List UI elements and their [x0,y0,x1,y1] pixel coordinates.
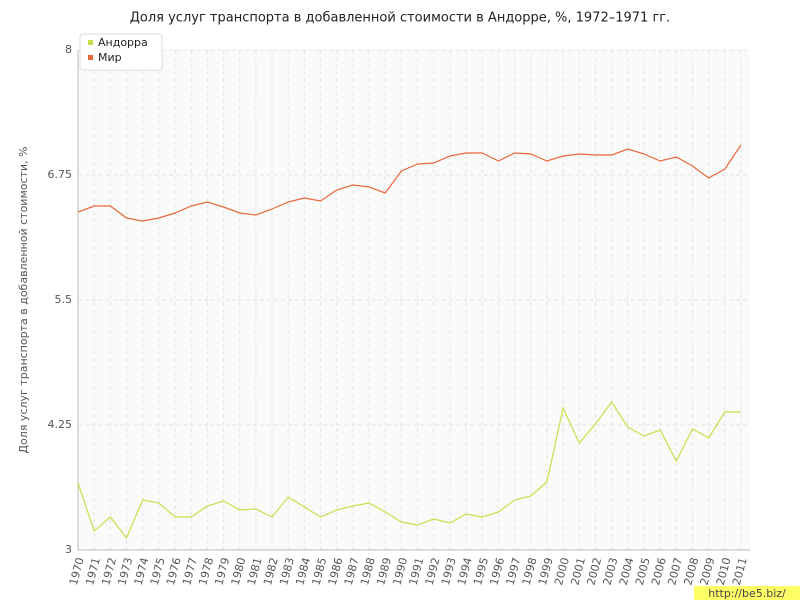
legend-label: Андорра [98,36,148,49]
legend: Андорра Мир [79,33,163,71]
watermark: http://be5.biz/ [708,587,786,600]
watermark-bg [694,586,800,600]
y-tick-label: 4.25 [48,418,73,431]
legend-swatch [88,55,93,60]
y-tick-label: 5.5 [55,293,73,306]
legend-label: Мир [98,51,122,64]
y-tick-label: 3 [65,543,72,556]
y-tick-label: 8 [65,43,72,56]
series-line [77,400,741,540]
y-axis-label: Доля услуг транспорта в добавленной стои… [17,146,30,453]
series-line [77,144,742,222]
y-tick-label: 6.75 [48,168,73,181]
legend-box [79,33,163,71]
legend-swatch [88,40,93,45]
chart-title: Доля услуг транспорта в добавленной стои… [130,11,671,26]
